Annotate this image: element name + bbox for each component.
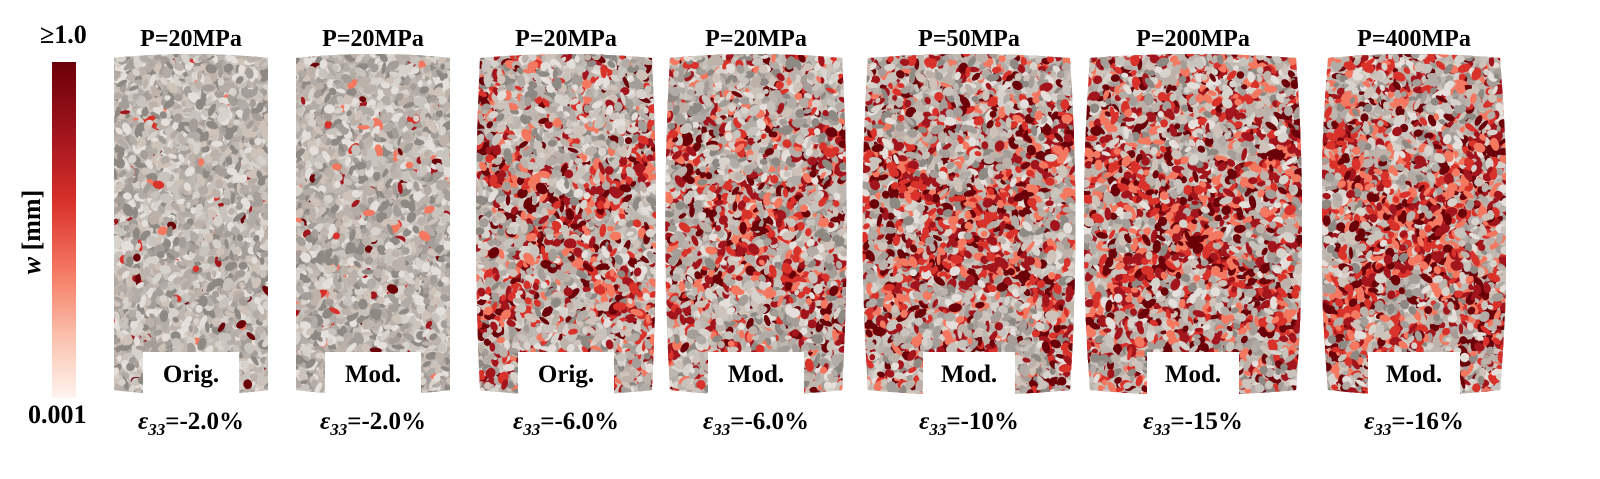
specimen-cylinder [296,54,450,395]
specimen-panel-3: P=20MPa Orig. ε33=-6.0% [474,0,658,479]
strain-label: ε33=-16% [1322,408,1506,440]
specimen-panel-1: P=20MPa Orig. ε33=-2.0% [108,0,274,479]
pressure-label: P=400MPa [1322,26,1506,53]
strain-value: =-6.0% [540,408,619,435]
strain-symbol: ε [513,408,523,435]
strain-symbol: ε [320,408,330,435]
colorbar-max-label: ≥1.0 [40,20,87,50]
colorbar-gradient [52,62,76,398]
model-badge: Orig. [143,352,239,398]
strain-symbol: ε [919,408,929,435]
strain-symbol: ε [1143,408,1153,435]
pressure-label: P=20MPa [664,26,848,53]
grain-texture [476,54,656,395]
strain-value: =-10% [946,408,1019,435]
strain-value: =-2.0% [347,408,426,435]
specimen-cylinder [665,54,847,395]
pressure-label: P=20MPa [290,26,456,53]
model-badge: Orig. [518,352,614,398]
strain-subscript: 33 [1153,420,1170,439]
strain-subscript: 33 [330,420,347,439]
specimen-panel-4: P=20MPa Mod. ε33=-6.0% [664,0,848,479]
strain-label: ε33=-2.0% [108,408,274,440]
strain-subscript: 33 [148,420,165,439]
pressure-label: P=20MPa [108,26,274,53]
strain-subscript: 33 [1374,420,1391,439]
grain-texture [114,54,268,395]
strain-symbol: ε [138,408,148,435]
strain-value: =-15% [1170,408,1243,435]
strain-label: ε33=-2.0% [290,408,456,440]
specimen-panel-2: P=20MPa Mod. ε33=-2.0% [290,0,456,479]
variable-symbol: w [17,257,46,274]
model-badge: Mod. [708,352,804,398]
strain-value: =-6.0% [730,408,809,435]
model-badge: Mod. [1368,352,1460,398]
specimen-cylinder [1322,54,1506,395]
strain-subscript: 33 [929,420,946,439]
model-badge: Mod. [325,352,421,398]
specimen-cylinder [1084,54,1302,395]
specimen-cylinder [476,54,656,395]
model-badge: Mod. [923,352,1015,398]
grain-texture [665,54,847,395]
strain-subscript: 33 [523,420,540,439]
strain-label: ε33=-6.0% [474,408,658,440]
strain-symbol: ε [703,408,713,435]
pressure-label: P=200MPa [1084,26,1302,53]
strain-symbol: ε [1364,408,1374,435]
strain-value: =-16% [1391,408,1464,435]
model-badge: Mod. [1147,352,1239,398]
pressure-label: P=20MPa [474,26,658,53]
strain-label: ε33=-15% [1084,408,1302,440]
pressure-label: P=50MPa [862,26,1076,53]
specimen-panel-6: P=200MPa Mod. ε33=-15% [1084,0,1302,479]
strain-subscript: 33 [713,420,730,439]
grain-texture [296,54,450,395]
variable-unit: [mm] [17,190,46,251]
specimen-panel-7: P=400MPa Mod. ε33=-16% [1322,0,1506,479]
colorbar-axis-label: w [mm] [17,190,47,274]
grain-texture [862,54,1076,395]
colorbar-min-label: 0.001 [28,400,87,430]
specimen-cylinder [862,54,1076,395]
strain-label: ε33=-6.0% [664,408,848,440]
specimen-panel-5: P=50MPa Mod. ε33=-10% [862,0,1076,479]
strain-value: =-2.0% [165,408,244,435]
strain-label: ε33=-10% [862,408,1076,440]
specimen-cylinder [114,54,268,395]
